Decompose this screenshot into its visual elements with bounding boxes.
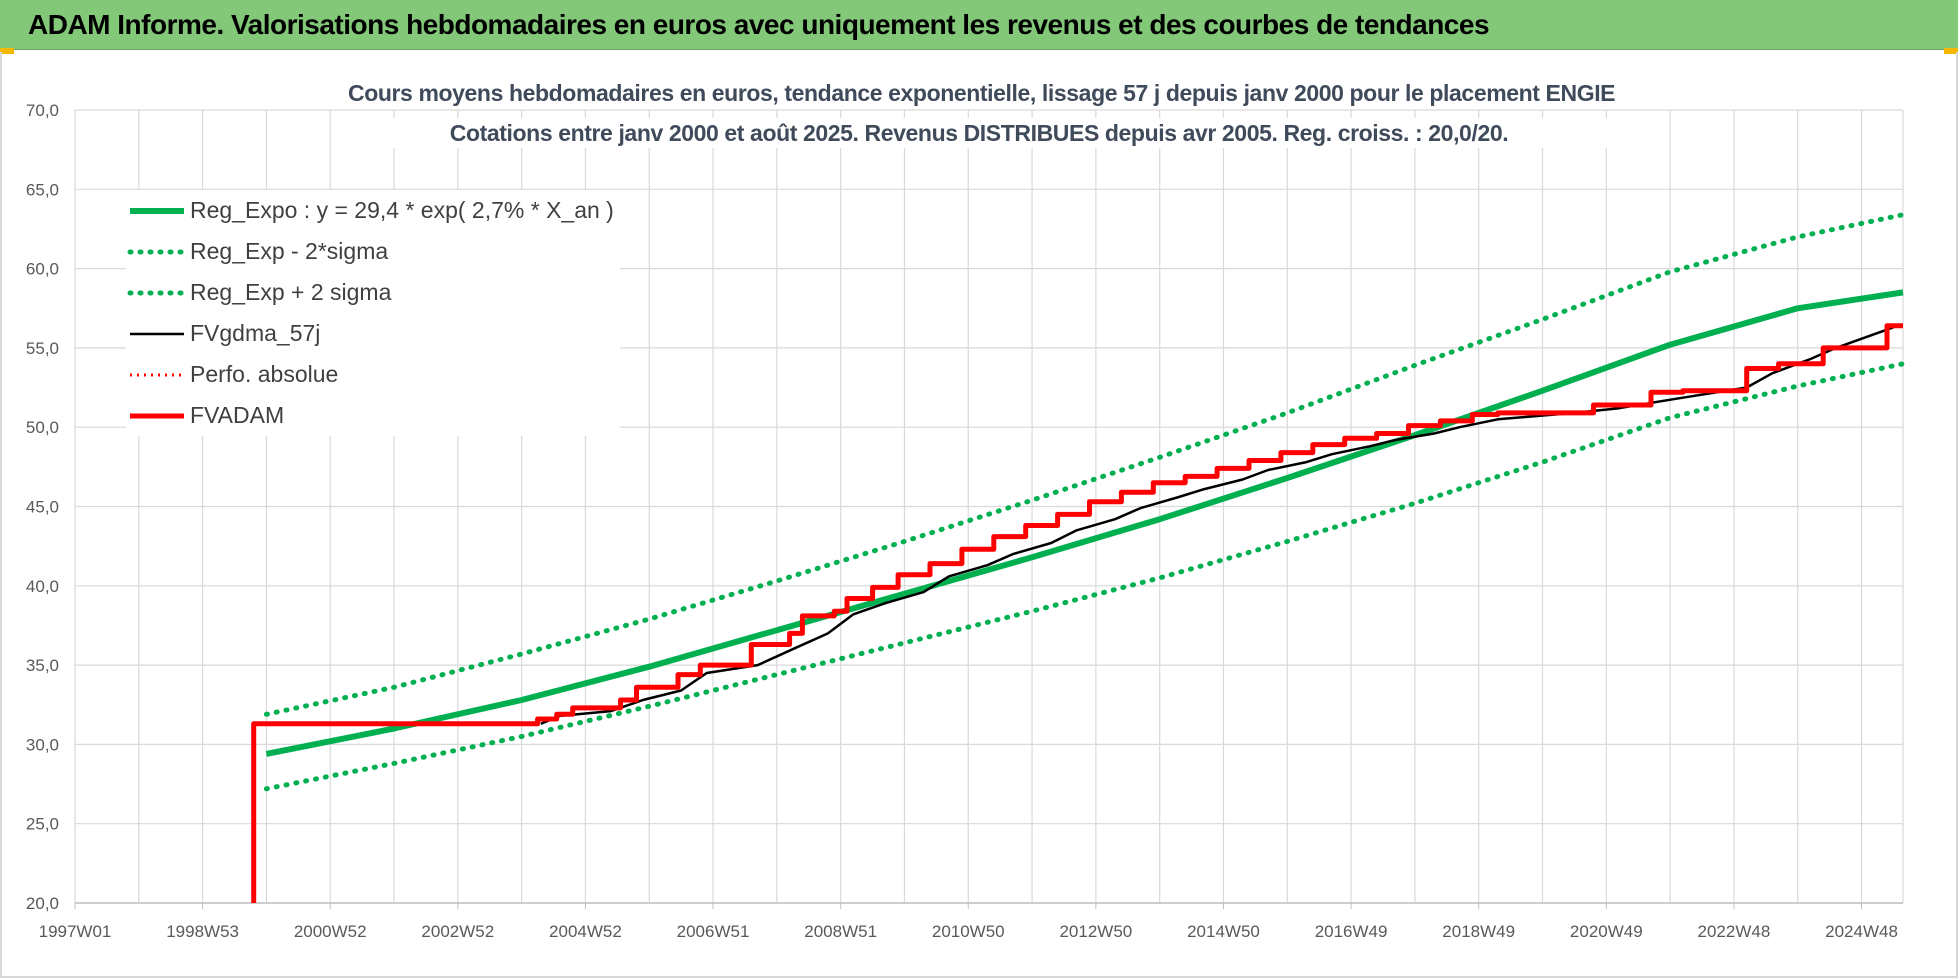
y-tick-label: 45,0 bbox=[26, 498, 59, 517]
legend-swatch bbox=[130, 208, 184, 214]
chart-legend: Reg_Expo : y = 29,4 * exp( 2,7% * X_an )… bbox=[126, 190, 620, 436]
legend-item: FVADAM bbox=[126, 395, 614, 436]
x-tick-label: 2016W49 bbox=[1315, 922, 1388, 941]
legend-item: Reg_Exp - 2*sigma bbox=[126, 231, 614, 272]
x-tick-label: 2022W48 bbox=[1698, 922, 1771, 941]
x-tick-label: 2024W48 bbox=[1825, 922, 1898, 941]
legend-swatch bbox=[130, 413, 184, 419]
series-line-dotted-green bbox=[263, 361, 1906, 792]
legend-swatch bbox=[130, 373, 184, 377]
legend-item: Perfo. absolue bbox=[126, 354, 614, 395]
y-tick-label: 70,0 bbox=[26, 101, 59, 120]
y-tick-label: 65,0 bbox=[26, 180, 59, 199]
x-tick-label: 2018W49 bbox=[1442, 922, 1515, 941]
corner-marker-right bbox=[1944, 48, 1958, 54]
y-tick-label: 50,0 bbox=[26, 418, 59, 437]
y-tick-label: 30,0 bbox=[26, 735, 59, 754]
x-tick-label: 2008W51 bbox=[804, 922, 877, 941]
x-tick-label: 2004W52 bbox=[549, 922, 622, 941]
chart-subtitle: Cotations entre janv 2000 et août 2025. … bbox=[348, 118, 1610, 148]
axis-layer: 20,0 25,0 30,0 35,0 40,0 45,0 50,0 55,0 60,0 65,0… bbox=[26, 101, 1903, 941]
x-tick-label: 2020W49 bbox=[1570, 922, 1643, 941]
legend-swatch bbox=[127, 290, 187, 296]
y-tick-label: 55,0 bbox=[26, 339, 59, 358]
corner-marker-left bbox=[0, 48, 14, 54]
chart-title: Cours moyens hebdomadaires en euros, ten… bbox=[348, 78, 1616, 108]
series-line-solid-black bbox=[540, 326, 1894, 725]
x-tick-label: 1998W53 bbox=[166, 922, 239, 941]
legend-label: FVgdma_57j bbox=[190, 320, 321, 346]
series-line-solid-green bbox=[265, 289, 1904, 757]
y-tick-label: 60,0 bbox=[26, 260, 59, 279]
legend-item: FVgdma_57j bbox=[126, 313, 614, 354]
legend-label: Reg_Expo : y = 29,4 * exp( 2,7% * X_an ) bbox=[190, 197, 614, 223]
legend-item: Reg_Exp + 2 sigma bbox=[126, 272, 614, 313]
x-tick-label: 2000W52 bbox=[294, 922, 367, 941]
x-tick-label: 2014W50 bbox=[1187, 922, 1260, 941]
legend-swatch bbox=[127, 249, 187, 255]
chart-frame bbox=[0, 52, 1958, 978]
series-layer bbox=[251, 212, 1906, 904]
legend-label: Perfo. absolue bbox=[190, 361, 339, 387]
y-tick-label: 25,0 bbox=[26, 815, 59, 834]
legend-label: Reg_Exp + 2 sigma bbox=[190, 279, 392, 305]
legend-label: FVADAM bbox=[190, 402, 285, 428]
x-tick-label: 2010W50 bbox=[932, 922, 1005, 941]
x-tick-label: 2006W51 bbox=[677, 922, 750, 941]
app-title: ADAM Informe. Valorisations hebdomadaire… bbox=[0, 0, 1958, 50]
y-tick-label: 40,0 bbox=[26, 577, 59, 596]
x-tick-label: 2002W52 bbox=[421, 922, 494, 941]
x-tick-label: 2012W50 bbox=[1059, 922, 1132, 941]
legend-swatch bbox=[130, 332, 184, 336]
x-tick-label: 1997W01 bbox=[39, 922, 112, 941]
legend-item: Reg_Expo : y = 29,4 * exp( 2,7% * X_an ) bbox=[126, 190, 614, 231]
y-tick-label: 35,0 bbox=[26, 656, 59, 675]
series-line-dotted-green bbox=[263, 212, 1906, 717]
legend-label: Reg_Exp - 2*sigma bbox=[190, 238, 389, 264]
y-tick-label: 20,0 bbox=[26, 894, 59, 913]
